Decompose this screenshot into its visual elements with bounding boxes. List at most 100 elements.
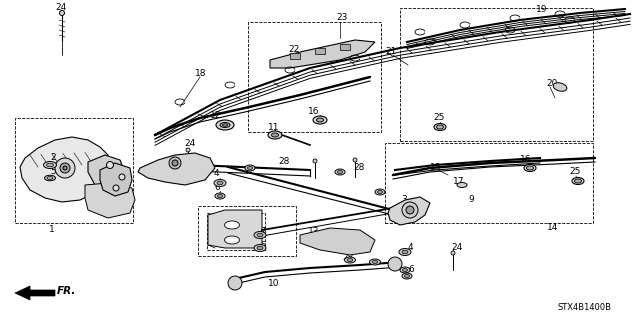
Ellipse shape xyxy=(378,190,383,194)
Ellipse shape xyxy=(220,122,230,128)
Ellipse shape xyxy=(403,269,408,271)
Ellipse shape xyxy=(44,161,56,168)
Polygon shape xyxy=(300,228,375,255)
Ellipse shape xyxy=(353,158,357,162)
Polygon shape xyxy=(290,53,300,59)
Circle shape xyxy=(106,161,113,168)
Ellipse shape xyxy=(186,148,190,152)
Circle shape xyxy=(228,276,242,290)
Text: 8: 8 xyxy=(225,217,231,226)
Ellipse shape xyxy=(434,123,446,130)
Ellipse shape xyxy=(45,175,56,181)
Text: 24: 24 xyxy=(451,243,462,253)
Ellipse shape xyxy=(344,257,355,263)
Bar xyxy=(198,206,296,256)
Text: 10: 10 xyxy=(268,279,280,288)
Ellipse shape xyxy=(214,180,226,187)
Ellipse shape xyxy=(217,181,223,185)
Ellipse shape xyxy=(375,189,385,195)
Circle shape xyxy=(406,206,414,214)
Circle shape xyxy=(60,163,70,173)
Text: 28: 28 xyxy=(353,164,364,173)
Text: 25: 25 xyxy=(569,167,580,176)
Polygon shape xyxy=(138,153,215,185)
Text: 4: 4 xyxy=(214,169,220,179)
Ellipse shape xyxy=(254,232,266,239)
Circle shape xyxy=(55,158,75,178)
Ellipse shape xyxy=(572,177,584,184)
Text: FR.: FR. xyxy=(57,286,76,296)
Ellipse shape xyxy=(524,165,536,172)
Circle shape xyxy=(63,166,67,170)
Ellipse shape xyxy=(245,165,255,171)
Ellipse shape xyxy=(399,249,411,256)
Text: 21: 21 xyxy=(385,47,396,56)
Ellipse shape xyxy=(216,120,234,130)
Ellipse shape xyxy=(313,116,327,124)
Text: 20: 20 xyxy=(546,78,557,87)
Text: 28: 28 xyxy=(278,158,289,167)
Text: STX4B1400B: STX4B1400B xyxy=(557,303,611,313)
Ellipse shape xyxy=(402,250,408,254)
Text: 12: 12 xyxy=(210,110,221,120)
Text: 5: 5 xyxy=(50,167,56,176)
Polygon shape xyxy=(315,48,325,54)
Text: 4: 4 xyxy=(408,243,413,253)
Text: 25: 25 xyxy=(433,114,444,122)
Text: 16: 16 xyxy=(308,107,319,115)
Circle shape xyxy=(169,157,181,169)
Polygon shape xyxy=(208,210,262,248)
Text: 28: 28 xyxy=(342,253,353,262)
Ellipse shape xyxy=(223,124,227,126)
Bar xyxy=(248,22,381,132)
Polygon shape xyxy=(388,197,430,225)
Text: 16: 16 xyxy=(520,155,531,165)
Ellipse shape xyxy=(553,83,567,91)
Ellipse shape xyxy=(575,179,582,183)
Ellipse shape xyxy=(317,118,323,122)
Text: 26: 26 xyxy=(255,241,266,250)
Text: 18: 18 xyxy=(195,69,207,78)
Ellipse shape xyxy=(335,169,345,175)
Polygon shape xyxy=(100,163,132,196)
Text: 27: 27 xyxy=(255,226,266,235)
Text: 24: 24 xyxy=(55,4,67,12)
Circle shape xyxy=(402,202,418,218)
Polygon shape xyxy=(340,44,350,50)
Polygon shape xyxy=(88,155,125,190)
Polygon shape xyxy=(270,40,375,68)
Bar xyxy=(15,118,133,223)
Ellipse shape xyxy=(527,166,534,170)
Ellipse shape xyxy=(271,133,278,137)
Text: 6: 6 xyxy=(214,183,220,192)
Ellipse shape xyxy=(402,273,412,279)
Polygon shape xyxy=(15,286,55,300)
Ellipse shape xyxy=(372,261,378,263)
Text: 23: 23 xyxy=(336,13,348,23)
Polygon shape xyxy=(20,137,112,202)
Ellipse shape xyxy=(215,193,225,199)
Ellipse shape xyxy=(451,251,455,255)
Ellipse shape xyxy=(248,167,253,169)
Ellipse shape xyxy=(404,275,410,278)
Ellipse shape xyxy=(457,182,467,188)
Bar xyxy=(207,213,265,250)
Text: 9: 9 xyxy=(468,196,474,204)
Ellipse shape xyxy=(436,125,444,129)
Text: 1: 1 xyxy=(49,226,55,234)
Ellipse shape xyxy=(369,259,381,265)
Ellipse shape xyxy=(400,267,410,273)
Ellipse shape xyxy=(254,244,266,251)
Text: 2: 2 xyxy=(50,153,56,162)
Text: 14: 14 xyxy=(547,224,558,233)
Circle shape xyxy=(113,185,119,191)
Ellipse shape xyxy=(47,176,53,180)
Ellipse shape xyxy=(257,246,263,250)
Ellipse shape xyxy=(348,258,353,262)
Text: 6: 6 xyxy=(408,265,413,275)
Ellipse shape xyxy=(218,195,223,197)
Text: 13: 13 xyxy=(308,227,319,236)
Ellipse shape xyxy=(47,163,54,167)
Text: 11: 11 xyxy=(268,122,280,131)
Ellipse shape xyxy=(257,233,263,237)
